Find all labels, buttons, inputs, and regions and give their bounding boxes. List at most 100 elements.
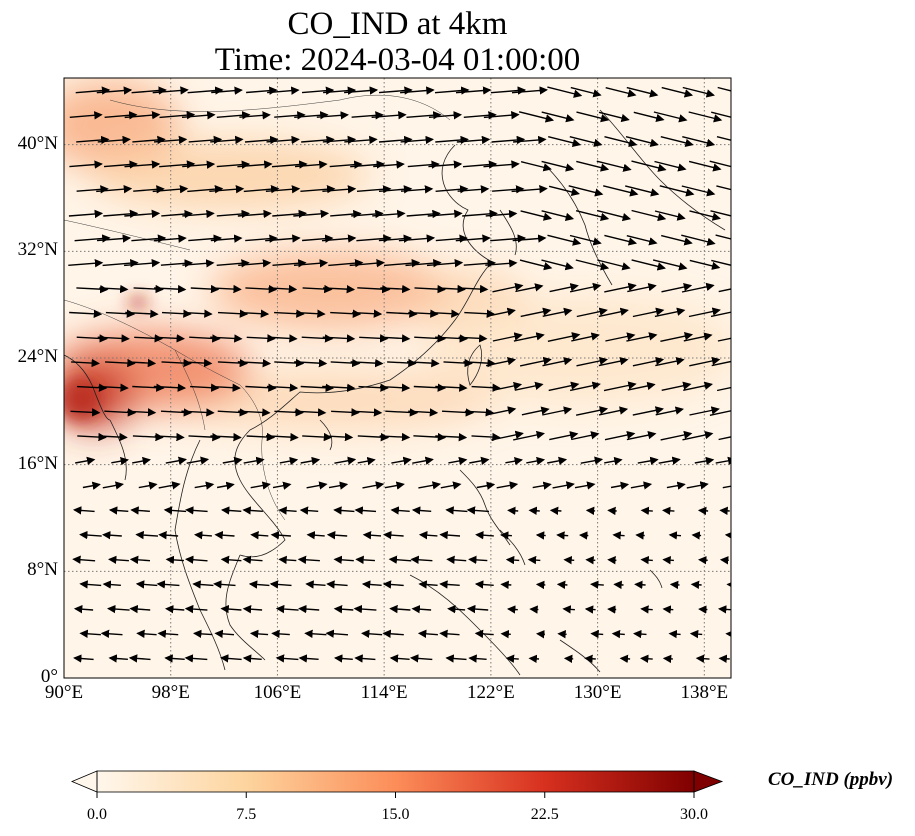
wind-arrow — [324, 432, 354, 442]
wind-arrow — [490, 234, 527, 243]
wind-arrow — [161, 209, 193, 219]
wind-arrow — [96, 184, 133, 194]
wind-arrow — [474, 580, 494, 589]
wind-arrow — [411, 605, 432, 614]
wind-arrow — [331, 408, 360, 417]
wind-arrow — [298, 654, 319, 663]
wind-arrow — [668, 629, 681, 639]
wind-arrow — [69, 160, 103, 169]
wind-arrow — [211, 284, 242, 294]
wind-arrow — [456, 135, 491, 145]
wind-arrow — [443, 358, 473, 368]
wind-arrow — [709, 160, 731, 168]
wind-arrow — [681, 282, 715, 293]
wind-arrow — [350, 160, 385, 169]
latitude-tick-label: 32°N — [17, 239, 58, 261]
wind-arrow — [541, 259, 574, 271]
wind-arrow — [99, 284, 129, 294]
wind-arrow — [716, 185, 731, 191]
wind-arrow — [464, 408, 495, 417]
wind-arrow — [294, 111, 329, 120]
wind-arrow — [598, 307, 629, 318]
wind-arrow — [462, 209, 498, 219]
wind-arrow — [378, 234, 413, 243]
wind-arrow — [466, 604, 489, 614]
wind-arrow — [496, 481, 519, 490]
wind-arrow — [491, 430, 524, 441]
wind-arrow — [301, 334, 334, 343]
wind-arrow — [210, 334, 243, 343]
wind-arrow — [576, 160, 610, 172]
wind-arrow — [267, 334, 298, 343]
wind-arrow — [237, 160, 273, 169]
wind-arrow — [243, 184, 280, 194]
wind-arrow — [500, 629, 511, 639]
wind-arrow — [108, 555, 129, 564]
wind-arrow — [605, 87, 637, 98]
wind-arrow — [632, 406, 664, 416]
wind-arrow — [75, 456, 96, 465]
wind-arrow — [686, 481, 709, 490]
wind-arrow — [107, 604, 130, 614]
wind-arrow — [333, 506, 355, 515]
wind-arrow — [243, 456, 265, 465]
wind-arrow — [152, 86, 189, 95]
wind-arrow — [300, 185, 336, 194]
wind-arrow — [427, 209, 463, 219]
wind-arrow — [155, 334, 185, 343]
wind-arrow — [418, 531, 438, 540]
wind-arrow — [378, 185, 413, 194]
wind-arrow — [439, 629, 460, 639]
wind-arrow — [271, 160, 308, 169]
wind-arrow — [325, 629, 349, 638]
wind-arrow — [388, 555, 412, 564]
wind-arrow — [100, 629, 123, 638]
wind-arrow — [549, 506, 562, 515]
wind-arrow — [725, 629, 731, 639]
wind-arrow — [613, 580, 624, 590]
wind-arrow — [462, 160, 498, 169]
wind-arrow — [352, 309, 383, 318]
wind-arrow — [689, 629, 703, 639]
wind-arrow — [690, 580, 702, 590]
wind-arrow — [576, 356, 608, 367]
wind-arrow — [407, 160, 440, 169]
wind-arrow — [485, 357, 517, 367]
wind-arrow — [102, 258, 139, 268]
wind-arrow — [362, 531, 382, 540]
wind-arrow — [619, 654, 631, 664]
wind-arrow — [627, 381, 656, 391]
wind-arrow — [406, 111, 442, 120]
wind-arrow — [400, 86, 435, 95]
wind-arrow — [302, 234, 334, 243]
wind-arrow — [125, 309, 159, 319]
wind-arrow — [156, 580, 180, 589]
wind-arrow — [372, 209, 406, 219]
wind-arrow — [507, 506, 519, 515]
hotspot-west — [64, 378, 102, 422]
wind-arrow — [681, 185, 716, 197]
wind-arrow — [387, 358, 417, 368]
wind-arrow — [184, 604, 208, 614]
wind-arrow — [514, 381, 544, 391]
wind-arrow — [633, 629, 647, 639]
wind-arrow — [76, 284, 109, 294]
wind-arrow — [428, 160, 463, 169]
wind-arrow — [719, 506, 730, 516]
wind-arrow — [129, 555, 151, 565]
wind-arrow — [323, 86, 357, 95]
wind-arrow — [445, 654, 467, 663]
wind-arrow — [216, 160, 251, 169]
longitude-tick-label: 138°E — [680, 682, 729, 703]
wind-arrow — [585, 506, 596, 516]
wind-arrow — [98, 383, 129, 392]
wind-arrow — [440, 481, 462, 490]
wind-arrow — [598, 357, 629, 367]
wind-arrow — [105, 358, 136, 368]
wind-arrow — [248, 580, 270, 589]
wind-arrow — [468, 555, 488, 565]
wind-arrow — [379, 432, 411, 442]
wind-arrow — [386, 309, 418, 318]
wind-arrow — [165, 456, 187, 465]
wind-arrow — [275, 604, 299, 614]
